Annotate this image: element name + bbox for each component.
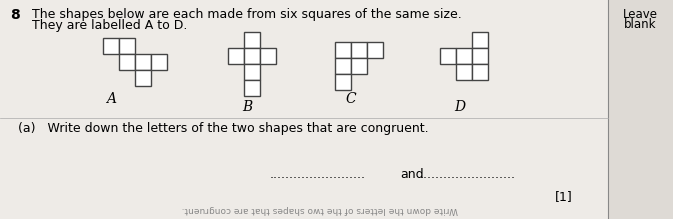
Bar: [228, 48, 244, 64]
Text: D: D: [454, 100, 466, 114]
Bar: [244, 64, 260, 80]
Text: ........................: ........................: [270, 168, 366, 181]
Bar: [103, 38, 119, 54]
Bar: [244, 32, 260, 48]
Bar: [151, 54, 167, 70]
Bar: [119, 38, 135, 54]
Text: blank: blank: [624, 18, 656, 31]
Bar: [351, 58, 367, 74]
Text: (a)   Write down the letters of the two shapes that are congruent.: (a) Write down the letters of the two sh…: [18, 122, 429, 135]
Text: They are labelled A to D.: They are labelled A to D.: [32, 19, 187, 32]
Bar: [335, 74, 351, 90]
Bar: [440, 48, 456, 64]
Bar: [244, 80, 260, 96]
Bar: [472, 32, 488, 48]
Text: [1]: [1]: [555, 190, 573, 203]
Bar: [367, 42, 383, 58]
Bar: [135, 54, 151, 70]
Bar: [135, 70, 151, 86]
Bar: [472, 48, 488, 64]
Text: and: and: [400, 168, 423, 181]
Bar: [456, 48, 472, 64]
Bar: [335, 58, 351, 74]
Text: C: C: [346, 92, 356, 106]
Bar: [260, 48, 276, 64]
Text: 8: 8: [10, 8, 20, 22]
Text: ........................: ........................: [420, 168, 516, 181]
Text: Write down the letters of the two shapes that are congruent.: Write down the letters of the two shapes…: [182, 205, 458, 214]
Text: A: A: [106, 92, 116, 106]
Bar: [472, 64, 488, 80]
Bar: [119, 54, 135, 70]
Bar: [351, 42, 367, 58]
Text: Leave: Leave: [623, 8, 658, 21]
Bar: [244, 48, 260, 64]
Text: B: B: [242, 100, 252, 114]
Bar: [335, 42, 351, 58]
Bar: [608, 0, 673, 219]
Text: The shapes below are each made from six squares of the same size.: The shapes below are each made from six …: [32, 8, 462, 21]
Bar: [456, 64, 472, 80]
